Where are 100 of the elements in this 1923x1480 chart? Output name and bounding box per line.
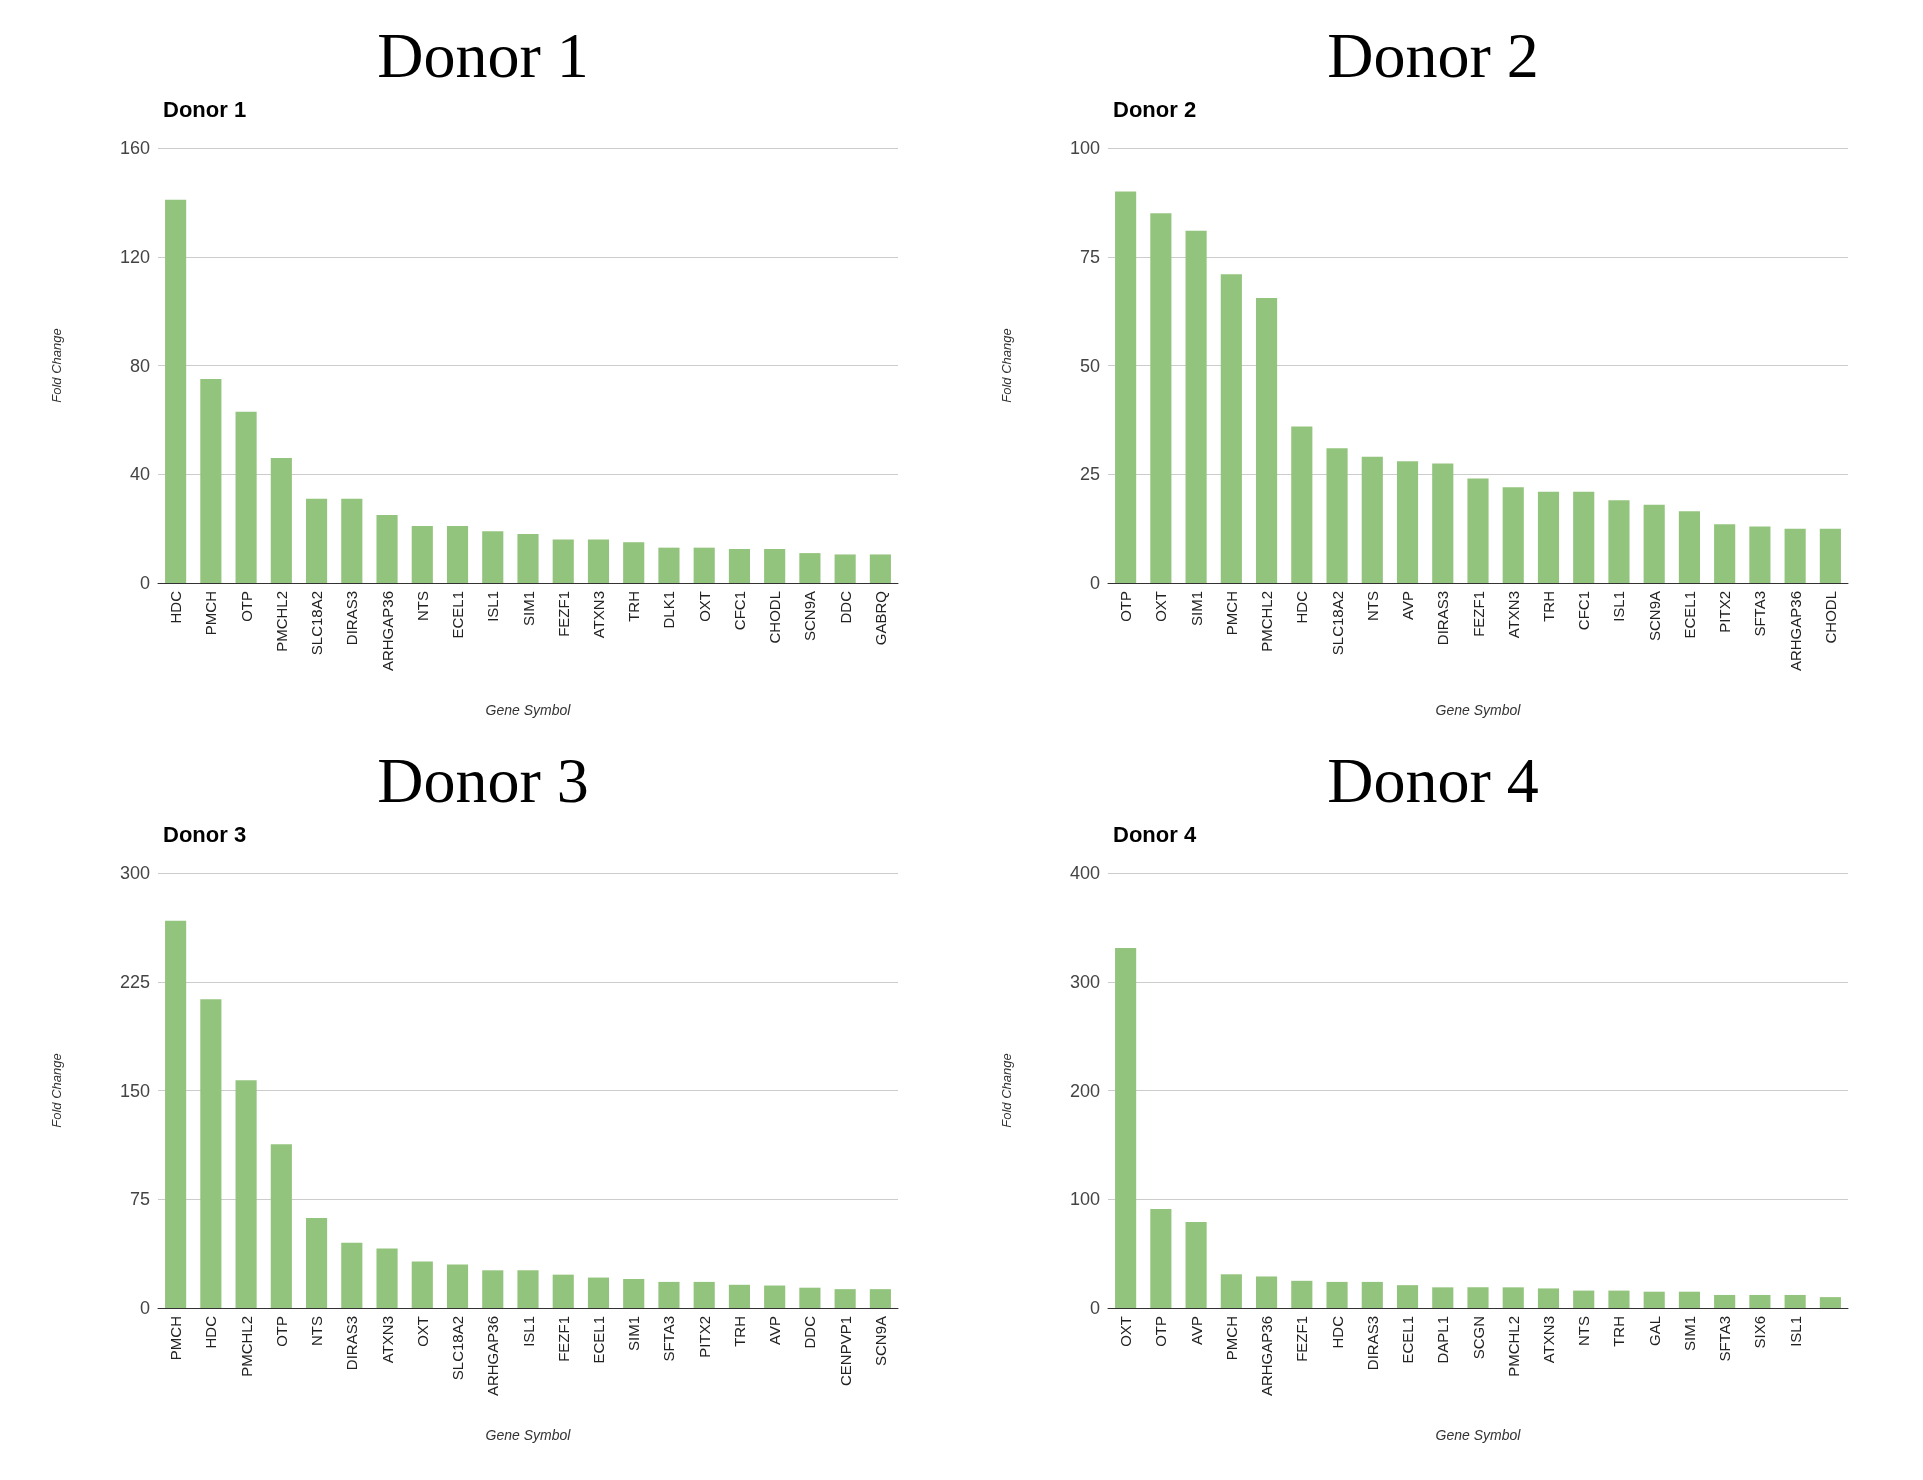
- bar: [411, 525, 433, 583]
- bar: [341, 1242, 363, 1308]
- bar: [1150, 1209, 1172, 1308]
- bar: [1537, 491, 1560, 583]
- bar: [623, 1279, 645, 1308]
- x-tick-label: FEZF1: [1293, 1316, 1311, 1362]
- bar: [552, 539, 574, 583]
- x-tick-label: NTS: [308, 1316, 326, 1346]
- bar: [1749, 1294, 1771, 1308]
- bar: [1256, 1276, 1278, 1308]
- x-tick-label: TRH: [625, 591, 643, 622]
- x-axis-title: Gene Symbol: [1435, 1427, 1522, 1443]
- x-tick-label: SIM1: [1187, 591, 1205, 627]
- bar: [482, 531, 504, 583]
- chart-title: Donor 2: [1327, 19, 1539, 91]
- bar: [1784, 528, 1806, 583]
- bar: [376, 515, 398, 583]
- x-tick-label: CFC1: [730, 591, 748, 631]
- x-tick-label: HDC: [1328, 1315, 1346, 1349]
- bar: [1573, 491, 1595, 583]
- bar: [270, 1144, 292, 1308]
- x-tick-label: PITX2: [695, 1316, 713, 1358]
- bar: [1115, 948, 1137, 1308]
- x-tick-label: SLC18A2: [449, 1316, 467, 1381]
- y-tick-label: 0: [139, 573, 150, 593]
- x-tick-label: ATXN3: [589, 591, 607, 639]
- chart-subtitle: Donor 1: [163, 96, 247, 122]
- y-tick-label: 25: [1079, 464, 1100, 485]
- x-tick-label: PMCH: [1222, 591, 1240, 636]
- bar: [799, 553, 821, 583]
- bar: [411, 1261, 433, 1308]
- x-tick-label: SFTA3: [1716, 1316, 1734, 1362]
- bar: [1819, 528, 1841, 583]
- x-tick-label: SIM1: [519, 591, 537, 627]
- x-tick-label: TRH: [1610, 1316, 1628, 1347]
- x-tick-label: ATXN3: [378, 1316, 396, 1364]
- y-tick-label: 0: [139, 1298, 150, 1318]
- chart-title: Donor 3: [377, 744, 589, 816]
- bar: [482, 1270, 504, 1308]
- y-tick-label: 75: [1079, 246, 1100, 267]
- x-tick-label: ISL1: [519, 1316, 537, 1347]
- x-tick-label: CHODL: [766, 591, 784, 644]
- bar: [869, 1289, 891, 1308]
- y-tick-label: 80: [129, 355, 150, 376]
- bar: [1220, 274, 1242, 583]
- x-tick-label: TRH: [1539, 591, 1557, 622]
- x-tick-label: SLC18A2: [1328, 591, 1346, 656]
- bar: [1432, 1287, 1454, 1308]
- x-tick-label: SCN9A: [871, 1316, 889, 1367]
- bar: [834, 554, 856, 583]
- x-tick-label: CENPVP1: [836, 1316, 854, 1387]
- bar: [1150, 213, 1172, 583]
- y-axis-title: Fold Change: [49, 1053, 64, 1128]
- x-tick-label: SLC18A2: [308, 591, 326, 656]
- x-tick-label: PMCH: [202, 591, 220, 636]
- x-tick-label: FEZF1: [1469, 591, 1487, 637]
- x-tick-label: DLK1: [660, 591, 678, 629]
- x-tick-label: ECEL1: [449, 591, 467, 639]
- x-tick-label: DDC: [801, 1315, 819, 1349]
- y-tick-label: 75: [129, 1189, 150, 1210]
- bar: [728, 549, 750, 583]
- bar: [1467, 478, 1489, 583]
- x-tick-label: OXT: [1152, 591, 1170, 622]
- x-tick-label: DIRAS3: [343, 591, 361, 646]
- bar: [1361, 456, 1383, 583]
- bar: [1714, 524, 1736, 583]
- x-tick-label: DIRAS3: [1434, 591, 1452, 646]
- x-tick-label: AVP: [1399, 591, 1417, 620]
- y-tick-label: 150: [119, 1080, 150, 1101]
- bar: [1467, 1287, 1489, 1308]
- y-tick-label: 0: [1089, 573, 1100, 593]
- y-tick-label: 200: [1069, 1080, 1100, 1101]
- x-tick-label: TRH: [730, 1316, 748, 1347]
- bar: [869, 554, 891, 583]
- x-tick-label: FEZF1: [554, 591, 572, 637]
- bar: [1643, 1291, 1665, 1308]
- x-tick-label: DIRAS3: [343, 1316, 361, 1371]
- bar: [623, 542, 645, 583]
- x-tick-label: ECEL1: [1680, 591, 1698, 639]
- bar: [658, 1281, 680, 1308]
- x-tick-label: OXT: [1117, 1316, 1135, 1347]
- x-tick-label: DDC: [836, 590, 854, 624]
- bar: [1537, 1288, 1560, 1308]
- bar: [270, 457, 292, 583]
- x-tick-label: GABRQ: [871, 591, 889, 646]
- y-axis-title: Fold Change: [49, 328, 64, 403]
- x-tick-label: SIM1: [1680, 1316, 1698, 1352]
- bar: [1784, 1294, 1806, 1308]
- y-tick-label: 100: [1069, 1189, 1100, 1210]
- bar: [1819, 1297, 1841, 1308]
- bar: [799, 1287, 821, 1308]
- x-tick-label: OXT: [413, 1316, 431, 1347]
- x-tick-label: AVP: [766, 1316, 784, 1345]
- x-tick-label: OTP: [1117, 591, 1135, 622]
- x-tick-label: FEZF1: [554, 1316, 572, 1362]
- bar: [306, 498, 328, 583]
- x-tick-label: HDC: [1293, 590, 1311, 624]
- chart-subtitle: Donor 4: [1113, 821, 1197, 847]
- bar: [1643, 504, 1665, 583]
- x-tick-label: NTS: [1575, 1316, 1593, 1346]
